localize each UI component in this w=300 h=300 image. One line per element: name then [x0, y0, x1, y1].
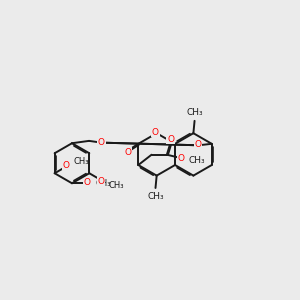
Text: CH₃: CH₃: [186, 108, 203, 117]
Text: O: O: [98, 177, 105, 186]
Text: O: O: [167, 135, 174, 144]
Text: CH₃: CH₃: [147, 192, 164, 201]
Text: O: O: [98, 138, 105, 147]
Text: CH₃: CH₃: [95, 179, 111, 188]
Text: O: O: [178, 154, 184, 163]
Text: CH₃: CH₃: [109, 181, 124, 190]
Text: O: O: [63, 160, 70, 169]
Text: O: O: [84, 178, 91, 188]
Text: O: O: [124, 148, 131, 157]
Text: CH₃: CH₃: [74, 157, 89, 166]
Text: O: O: [152, 128, 159, 136]
Text: O: O: [194, 140, 201, 149]
Text: CH₃: CH₃: [189, 156, 206, 165]
Text: O: O: [98, 138, 105, 147]
